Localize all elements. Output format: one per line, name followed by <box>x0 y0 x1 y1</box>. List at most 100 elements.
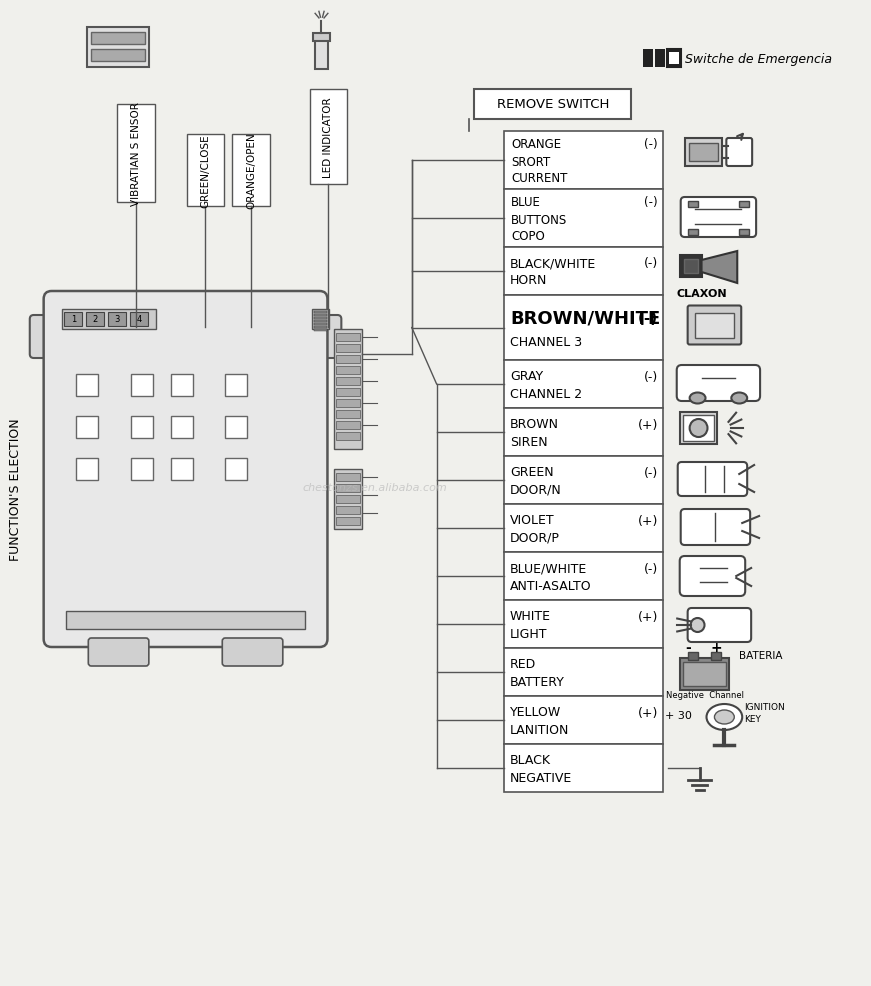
FancyBboxPatch shape <box>312 316 341 359</box>
Polygon shape <box>701 251 737 284</box>
Bar <box>62 310 156 329</box>
Text: FUNCTION'S ELECTION: FUNCTION'S ELECTION <box>10 418 23 561</box>
FancyBboxPatch shape <box>222 638 283 667</box>
Bar <box>313 34 330 42</box>
Text: VIBRATIAN S ENSOR: VIBRATIAN S ENSOR <box>131 102 141 206</box>
Bar <box>643 50 653 68</box>
Ellipse shape <box>714 710 734 725</box>
Bar <box>694 314 734 338</box>
Text: -: - <box>685 640 691 655</box>
Bar <box>739 202 749 208</box>
Bar <box>687 230 698 236</box>
Bar <box>108 313 126 326</box>
Text: 4: 4 <box>136 316 142 324</box>
Bar <box>669 53 679 65</box>
Bar <box>87 28 149 68</box>
Text: (-): (-) <box>645 196 658 209</box>
Text: 3: 3 <box>114 316 120 324</box>
FancyBboxPatch shape <box>726 139 753 167</box>
Text: BROWN: BROWN <box>510 418 559 431</box>
Bar <box>336 433 361 441</box>
Ellipse shape <box>706 704 742 731</box>
Bar <box>504 296 663 361</box>
Text: LIGHT: LIGHT <box>510 627 548 640</box>
Bar <box>685 139 722 167</box>
Text: GREEN/CLOSE: GREEN/CLOSE <box>200 134 211 208</box>
Bar <box>314 329 327 331</box>
Bar <box>504 744 663 792</box>
Bar <box>314 315 327 317</box>
Bar <box>64 313 83 326</box>
Text: RED: RED <box>510 658 537 670</box>
Bar <box>679 412 718 445</box>
Ellipse shape <box>690 393 706 404</box>
Bar <box>504 247 663 296</box>
Bar <box>309 90 348 184</box>
Bar <box>131 416 152 439</box>
Ellipse shape <box>732 393 747 404</box>
Bar <box>504 505 663 552</box>
Bar <box>233 135 270 207</box>
FancyBboxPatch shape <box>44 292 327 648</box>
Text: (-): (-) <box>644 257 658 270</box>
Text: IGNITION: IGNITION <box>744 703 785 712</box>
Bar <box>91 33 145 45</box>
Text: chestonzs.en.alibaba.com: chestonzs.en.alibaba.com <box>302 482 448 492</box>
Text: (-): (-) <box>644 370 658 384</box>
Bar <box>314 312 327 314</box>
Text: 1: 1 <box>71 316 76 324</box>
Bar <box>336 388 361 396</box>
FancyBboxPatch shape <box>679 556 746 597</box>
Bar <box>679 255 701 278</box>
Text: LED INDICATOR: LED INDICATOR <box>323 97 334 177</box>
Bar <box>687 202 698 208</box>
Bar <box>314 40 328 70</box>
Bar <box>336 518 361 526</box>
Bar <box>336 333 361 342</box>
Bar <box>226 458 247 480</box>
FancyBboxPatch shape <box>678 462 747 497</box>
Bar <box>336 399 361 407</box>
Text: CURRENT: CURRENT <box>511 172 567 184</box>
Bar <box>171 375 192 396</box>
Bar <box>77 458 98 480</box>
Text: SRORT: SRORT <box>511 156 550 169</box>
Bar <box>226 416 247 439</box>
Bar <box>336 473 361 481</box>
FancyBboxPatch shape <box>677 366 760 401</box>
Bar <box>130 313 148 326</box>
Bar <box>504 649 663 696</box>
Text: DOOR/P: DOOR/P <box>510 531 560 544</box>
Bar <box>655 50 665 68</box>
Bar <box>336 378 361 386</box>
Text: (+): (+) <box>638 418 658 431</box>
Text: KEY: KEY <box>744 715 761 724</box>
Text: ANTI-ASALTO: ANTI-ASALTO <box>510 579 591 592</box>
FancyBboxPatch shape <box>681 198 756 238</box>
Text: 2: 2 <box>92 316 98 324</box>
Bar <box>684 259 698 274</box>
Bar <box>504 190 663 247</box>
Text: (+): (+) <box>638 610 658 623</box>
Bar <box>314 323 327 325</box>
Text: REMOVE SWITCH: REMOVE SWITCH <box>496 99 609 111</box>
Bar <box>712 653 721 661</box>
Bar <box>683 663 726 686</box>
Bar <box>667 50 681 68</box>
Text: DOOR/N: DOOR/N <box>510 483 562 496</box>
Bar <box>683 415 714 442</box>
Bar <box>475 90 631 120</box>
Bar <box>314 317 327 319</box>
Text: (-): (-) <box>644 562 658 575</box>
Text: BUTTONS: BUTTONS <box>511 213 567 227</box>
Text: ORANGE/OPEN: ORANGE/OPEN <box>246 132 256 209</box>
Bar <box>117 105 155 203</box>
Bar <box>679 659 729 690</box>
Text: Negative  Channel: Negative Channel <box>665 691 744 700</box>
Text: (-): (-) <box>645 138 658 151</box>
Bar <box>336 410 361 419</box>
Bar <box>186 135 224 207</box>
Bar <box>504 552 663 600</box>
Bar <box>336 356 361 364</box>
Bar <box>336 484 361 492</box>
